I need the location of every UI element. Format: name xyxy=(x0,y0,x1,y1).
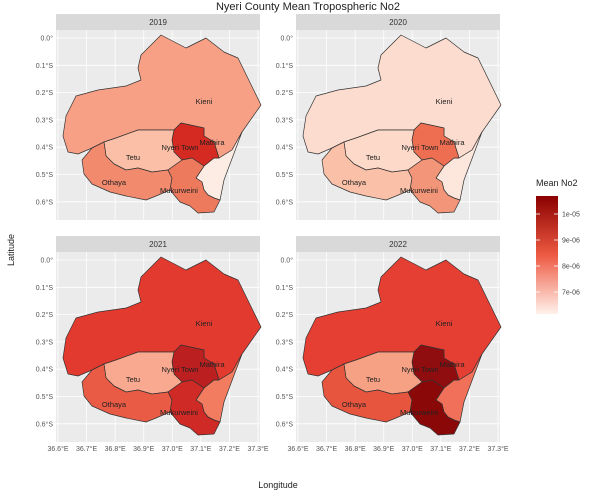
region-label-mathira: Mathira xyxy=(439,138,465,147)
legend-tick-label: 8e-06 xyxy=(562,264,580,271)
y-tick-label: 0.4°S xyxy=(36,366,54,374)
y-tick-label: 0.3°S xyxy=(36,338,54,346)
x-axis-title: Longitude xyxy=(258,480,298,490)
y-tick-label: 0.6°S xyxy=(276,420,294,428)
y-axis-title: Latitude xyxy=(6,234,16,266)
region-label-nyeri-town: Nyeri Town xyxy=(402,365,439,374)
x-tick-label: 37.3°E xyxy=(487,445,508,453)
y-tick-label: 0.2°S xyxy=(36,311,54,319)
y-tick-label: 0.6°S xyxy=(36,420,54,428)
facet-strip-label: 2020 xyxy=(389,18,407,27)
x-tick-label: 36.7°E xyxy=(316,445,337,453)
region-label-nyeri-town: Nyeri Town xyxy=(162,143,199,152)
y-tick-label: 0.3°S xyxy=(276,338,294,346)
facet-strip-label: 2021 xyxy=(149,240,167,249)
y-tick-label: 0.4°S xyxy=(276,144,294,152)
region-label-mukurweini: Mukurweini xyxy=(400,408,438,417)
x-tick-label: 37.0°E xyxy=(162,445,183,453)
y-tick-label: 0.6°S xyxy=(276,198,294,206)
region-label-kieni: Kieni xyxy=(196,319,213,328)
x-tick-label: 36.9°E xyxy=(373,445,394,453)
y-tick-label: 0.2°S xyxy=(36,89,54,97)
region-label-mukurweini: Mukurweini xyxy=(160,186,198,195)
y-tick-label: 0.5°S xyxy=(276,171,294,179)
region-label-mathira: Mathira xyxy=(199,138,225,147)
facet-strip xyxy=(56,236,260,252)
legend-tick-label: 1e-05 xyxy=(562,212,580,219)
x-tick-label: 36.9°E xyxy=(133,445,154,453)
y-tick-label: 0.0° xyxy=(40,257,53,265)
facet-strip xyxy=(296,14,500,30)
facet-strip-label: 2019 xyxy=(149,18,167,27)
legend-title: Mean No2 xyxy=(536,178,578,188)
region-label-nyeri-town: Nyeri Town xyxy=(162,365,199,374)
region-mukurweini xyxy=(407,379,461,436)
region-label-kieni: Kieni xyxy=(436,97,453,106)
x-tick-label: 36.8°E xyxy=(345,445,366,453)
region-label-othaya: Othaya xyxy=(342,400,367,409)
region-label-mukurweini: Mukurweini xyxy=(160,408,198,417)
region-mukurweini xyxy=(167,379,221,436)
x-tick-label: 36.8°E xyxy=(105,445,126,453)
region-label-tetu: Tetu xyxy=(126,153,140,162)
region-label-nyeri-town: Nyeri Town xyxy=(402,143,439,152)
facet-strip xyxy=(56,14,260,30)
region-label-othaya: Othaya xyxy=(102,178,127,187)
region-mukurweini xyxy=(407,157,461,214)
x-tick-label: 37.1°E xyxy=(430,445,451,453)
y-tick-label: 0.1°S xyxy=(36,62,54,70)
y-tick-label: 0.5°S xyxy=(276,393,294,401)
legend-colorbar xyxy=(536,196,558,314)
region-label-othaya: Othaya xyxy=(342,178,367,187)
y-tick-label: 0.6°S xyxy=(36,198,54,206)
region-label-kieni: Kieni xyxy=(436,319,453,328)
y-tick-label: 0.3°S xyxy=(36,116,54,124)
y-tick-label: 0.2°S xyxy=(276,311,294,319)
y-tick-label: 0.1°S xyxy=(36,284,54,292)
x-tick-label: 37.3°E xyxy=(247,445,268,453)
legend-tick-label: 7e-06 xyxy=(562,290,580,297)
y-tick-label: 0.2°S xyxy=(276,89,294,97)
region-label-mathira: Mathira xyxy=(199,360,225,369)
region-label-tetu: Tetu xyxy=(366,375,380,384)
x-tick-label: 36.6°E xyxy=(287,445,308,453)
facet-strip-label: 2022 xyxy=(389,240,407,249)
x-tick-label: 37.2°E xyxy=(219,445,240,453)
x-tick-label: 36.6°E xyxy=(47,445,68,453)
legend: Mean No2 1e-05 9e-06 8e-06 7e-06 xyxy=(536,178,580,314)
y-tick-label: 0.5°S xyxy=(36,393,54,401)
region-label-kieni: Kieni xyxy=(196,97,213,106)
region-label-mathira: Mathira xyxy=(439,360,465,369)
facet-strip xyxy=(296,236,500,252)
x-tick-label: 36.7°E xyxy=(76,445,97,453)
y-tick-label: 0.0° xyxy=(40,35,53,43)
region-label-mukurweini: Mukurweini xyxy=(400,186,438,195)
region-label-tetu: Tetu xyxy=(366,153,380,162)
y-tick-label: 0.4°S xyxy=(36,144,54,152)
x-tick-label: 37.2°E xyxy=(459,445,480,453)
x-tick-label: 37.0°E xyxy=(402,445,423,453)
region-label-tetu: Tetu xyxy=(126,375,140,384)
chart-title: Nyeri County Mean Tropospheric No2 xyxy=(215,1,401,13)
region-label-othaya: Othaya xyxy=(102,400,127,409)
y-tick-label: 0.5°S xyxy=(36,171,54,179)
y-tick-label: 0.0° xyxy=(280,257,293,265)
x-tick-label: 37.1°E xyxy=(190,445,211,453)
legend-tick-label: 9e-06 xyxy=(562,238,580,245)
y-tick-label: 0.3°S xyxy=(276,116,294,124)
region-mukurweini xyxy=(167,157,221,214)
y-tick-label: 0.0° xyxy=(280,35,293,43)
y-tick-label: 0.4°S xyxy=(276,366,294,374)
y-tick-label: 0.1°S xyxy=(276,62,294,70)
y-tick-label: 0.1°S xyxy=(276,284,294,292)
